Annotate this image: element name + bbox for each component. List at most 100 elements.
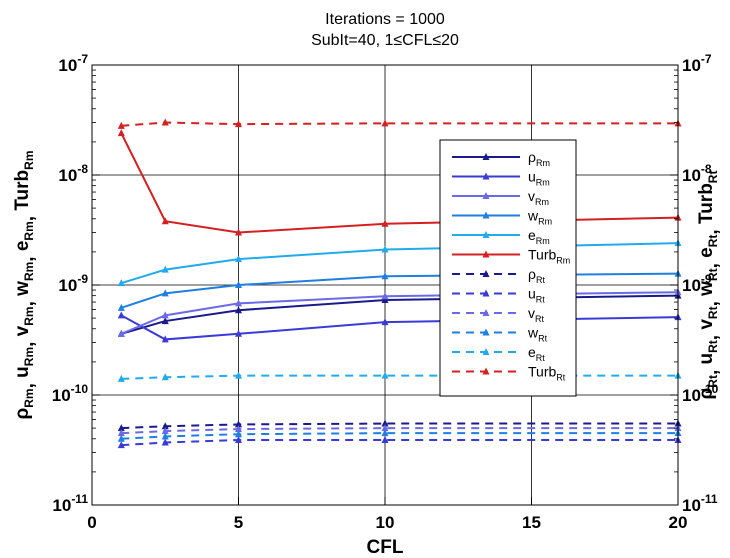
series-10-point-1	[161, 373, 169, 381]
y-tick-label-right-2: 10-9	[682, 272, 712, 295]
series-5-point-0	[117, 129, 125, 137]
series-11-point-1	[161, 118, 169, 126]
legend-marker-2	[482, 192, 490, 199]
y-axis-label-left-text: ρRm, uRm, vRm, wRm, eRm, TurbRm	[12, 151, 38, 420]
chart-title: Iterations = 1000	[325, 11, 445, 28]
series-1-point-3	[381, 318, 389, 326]
legend-label-10: eRt	[528, 344, 545, 363]
x-axis-label: CFL	[367, 537, 404, 558]
series-1-point-1	[161, 335, 169, 343]
series-line-7	[121, 438, 678, 447]
legend-marker-7	[482, 289, 490, 297]
series-3-point-3	[381, 272, 389, 280]
legend-box	[439, 139, 577, 397]
series-6-point-2	[235, 420, 242, 428]
legend-label-2: vRm	[528, 188, 549, 207]
y-axis-label-right-text: ρRt, uRt, vRt, wRt, eRt, TurbRt	[696, 171, 722, 400]
legend-label-7: uRt	[528, 286, 545, 305]
series-6-point-3	[381, 419, 389, 427]
legend-label-5: TurbRm	[528, 247, 570, 266]
y-tick-label-left-2: 10-9	[58, 272, 88, 295]
x-tick-label-3: 15	[522, 513, 541, 532]
title-group: Iterations = 1000 SubIt=40, 1≤CFL≤20	[311, 11, 459, 49]
series-0	[117, 291, 682, 337]
x-tick-label-2: 10	[376, 513, 395, 532]
series-7	[117, 435, 682, 449]
legend-marker-0	[482, 153, 490, 160]
series-10	[117, 371, 682, 382]
series-4	[117, 239, 682, 287]
legend-marker-5	[482, 250, 490, 258]
series-11-point-2	[235, 120, 242, 128]
legend-label-6: ρRt	[528, 266, 545, 285]
series-8-point-1	[161, 427, 169, 435]
series-3-point-0	[117, 303, 125, 311]
series-9-point-2	[235, 430, 242, 438]
y-axis-label-right: ρRt, uRt, vRt, wRt, eRt, TurbRt	[696, 171, 722, 400]
series-11-point-3	[381, 119, 389, 127]
series-2-point-2	[235, 299, 242, 307]
legend-marker-11	[482, 367, 490, 375]
legend-label-0: ρRm	[528, 149, 550, 168]
y-tick-label-right-3: 10-8	[682, 162, 712, 185]
series-0-point-3	[381, 296, 389, 304]
series-line-0	[121, 294, 679, 335]
series-7-point-1	[161, 438, 169, 446]
series-9-point-3	[381, 429, 389, 437]
series-3	[117, 269, 682, 311]
series-9-point-0	[117, 434, 125, 442]
y-tick-label-right-4: 10-7	[682, 52, 712, 75]
series-4-point-0	[117, 279, 125, 287]
legend-marker-4	[482, 231, 490, 238]
y-axis-label-left: ρRm, uRm, vRm, wRm, eRm, TurbRm	[12, 151, 38, 420]
legend-marker-1	[482, 172, 490, 180]
series-line-9	[121, 432, 678, 440]
series-3-point-2	[235, 281, 242, 288]
legend-marker-10	[482, 348, 490, 355]
series-6-point-0	[117, 424, 125, 432]
series-5-point-3	[381, 219, 389, 227]
series-1-point-2	[235, 329, 242, 337]
x-tick-label-1: 5	[234, 513, 243, 532]
series-2	[117, 288, 682, 337]
legend-label-8: vRt	[528, 305, 544, 324]
series-2-point-3	[381, 292, 389, 300]
series-1-point-0	[117, 311, 125, 319]
legend-marker-8	[482, 309, 490, 316]
series-4-point-1	[161, 265, 169, 273]
legend-label-4: eRm	[528, 227, 550, 246]
series-7-point-3	[381, 435, 389, 443]
legend-label-1: uRm	[528, 169, 550, 188]
y-tick-label-left-4: 10-7	[58, 52, 88, 75]
series-4-point-2	[235, 255, 242, 263]
y-tick-label-left-1: 10-10	[52, 382, 89, 405]
series-6	[117, 419, 682, 432]
series-2-point-1	[161, 311, 169, 319]
series-8-point-2	[235, 425, 242, 433]
series-6-point-1	[161, 422, 169, 430]
y-ticks-left: 10-11 10-10 10-9 10-8 10-7	[52, 52, 100, 515]
series-5-point-2	[235, 228, 242, 236]
series-0-point-1	[161, 317, 169, 325]
legend: ρRmuRmvRmwRmeRmTurbRmρRtuRtvRtwRteRtTurb…	[439, 139, 577, 397]
series-4-point-3	[381, 245, 389, 253]
series-8-point-3	[381, 424, 389, 432]
y-ticks-right: 10-11 10-10 10-9 10-8 10-7	[670, 52, 719, 515]
series-8-point-0	[117, 429, 125, 437]
legend-marker-9	[482, 328, 490, 336]
series-9-point-1	[161, 432, 169, 440]
series-3-point-1	[161, 289, 169, 297]
series-10-point-0	[117, 374, 125, 382]
legend-marker-6	[482, 270, 490, 277]
series-line-10	[121, 374, 678, 380]
series-0-point-2	[235, 306, 242, 314]
series-10-point-3	[381, 371, 389, 379]
series-line-6	[121, 422, 678, 430]
series-5-point-1	[161, 217, 169, 225]
series-line-11	[121, 121, 678, 127]
series-11-point-0	[117, 121, 125, 129]
x-ticks: 0 5 10 15 20	[87, 497, 687, 532]
x-tick-label-0: 0	[87, 513, 96, 532]
y-tick-label-left-0: 10-11	[52, 492, 88, 515]
